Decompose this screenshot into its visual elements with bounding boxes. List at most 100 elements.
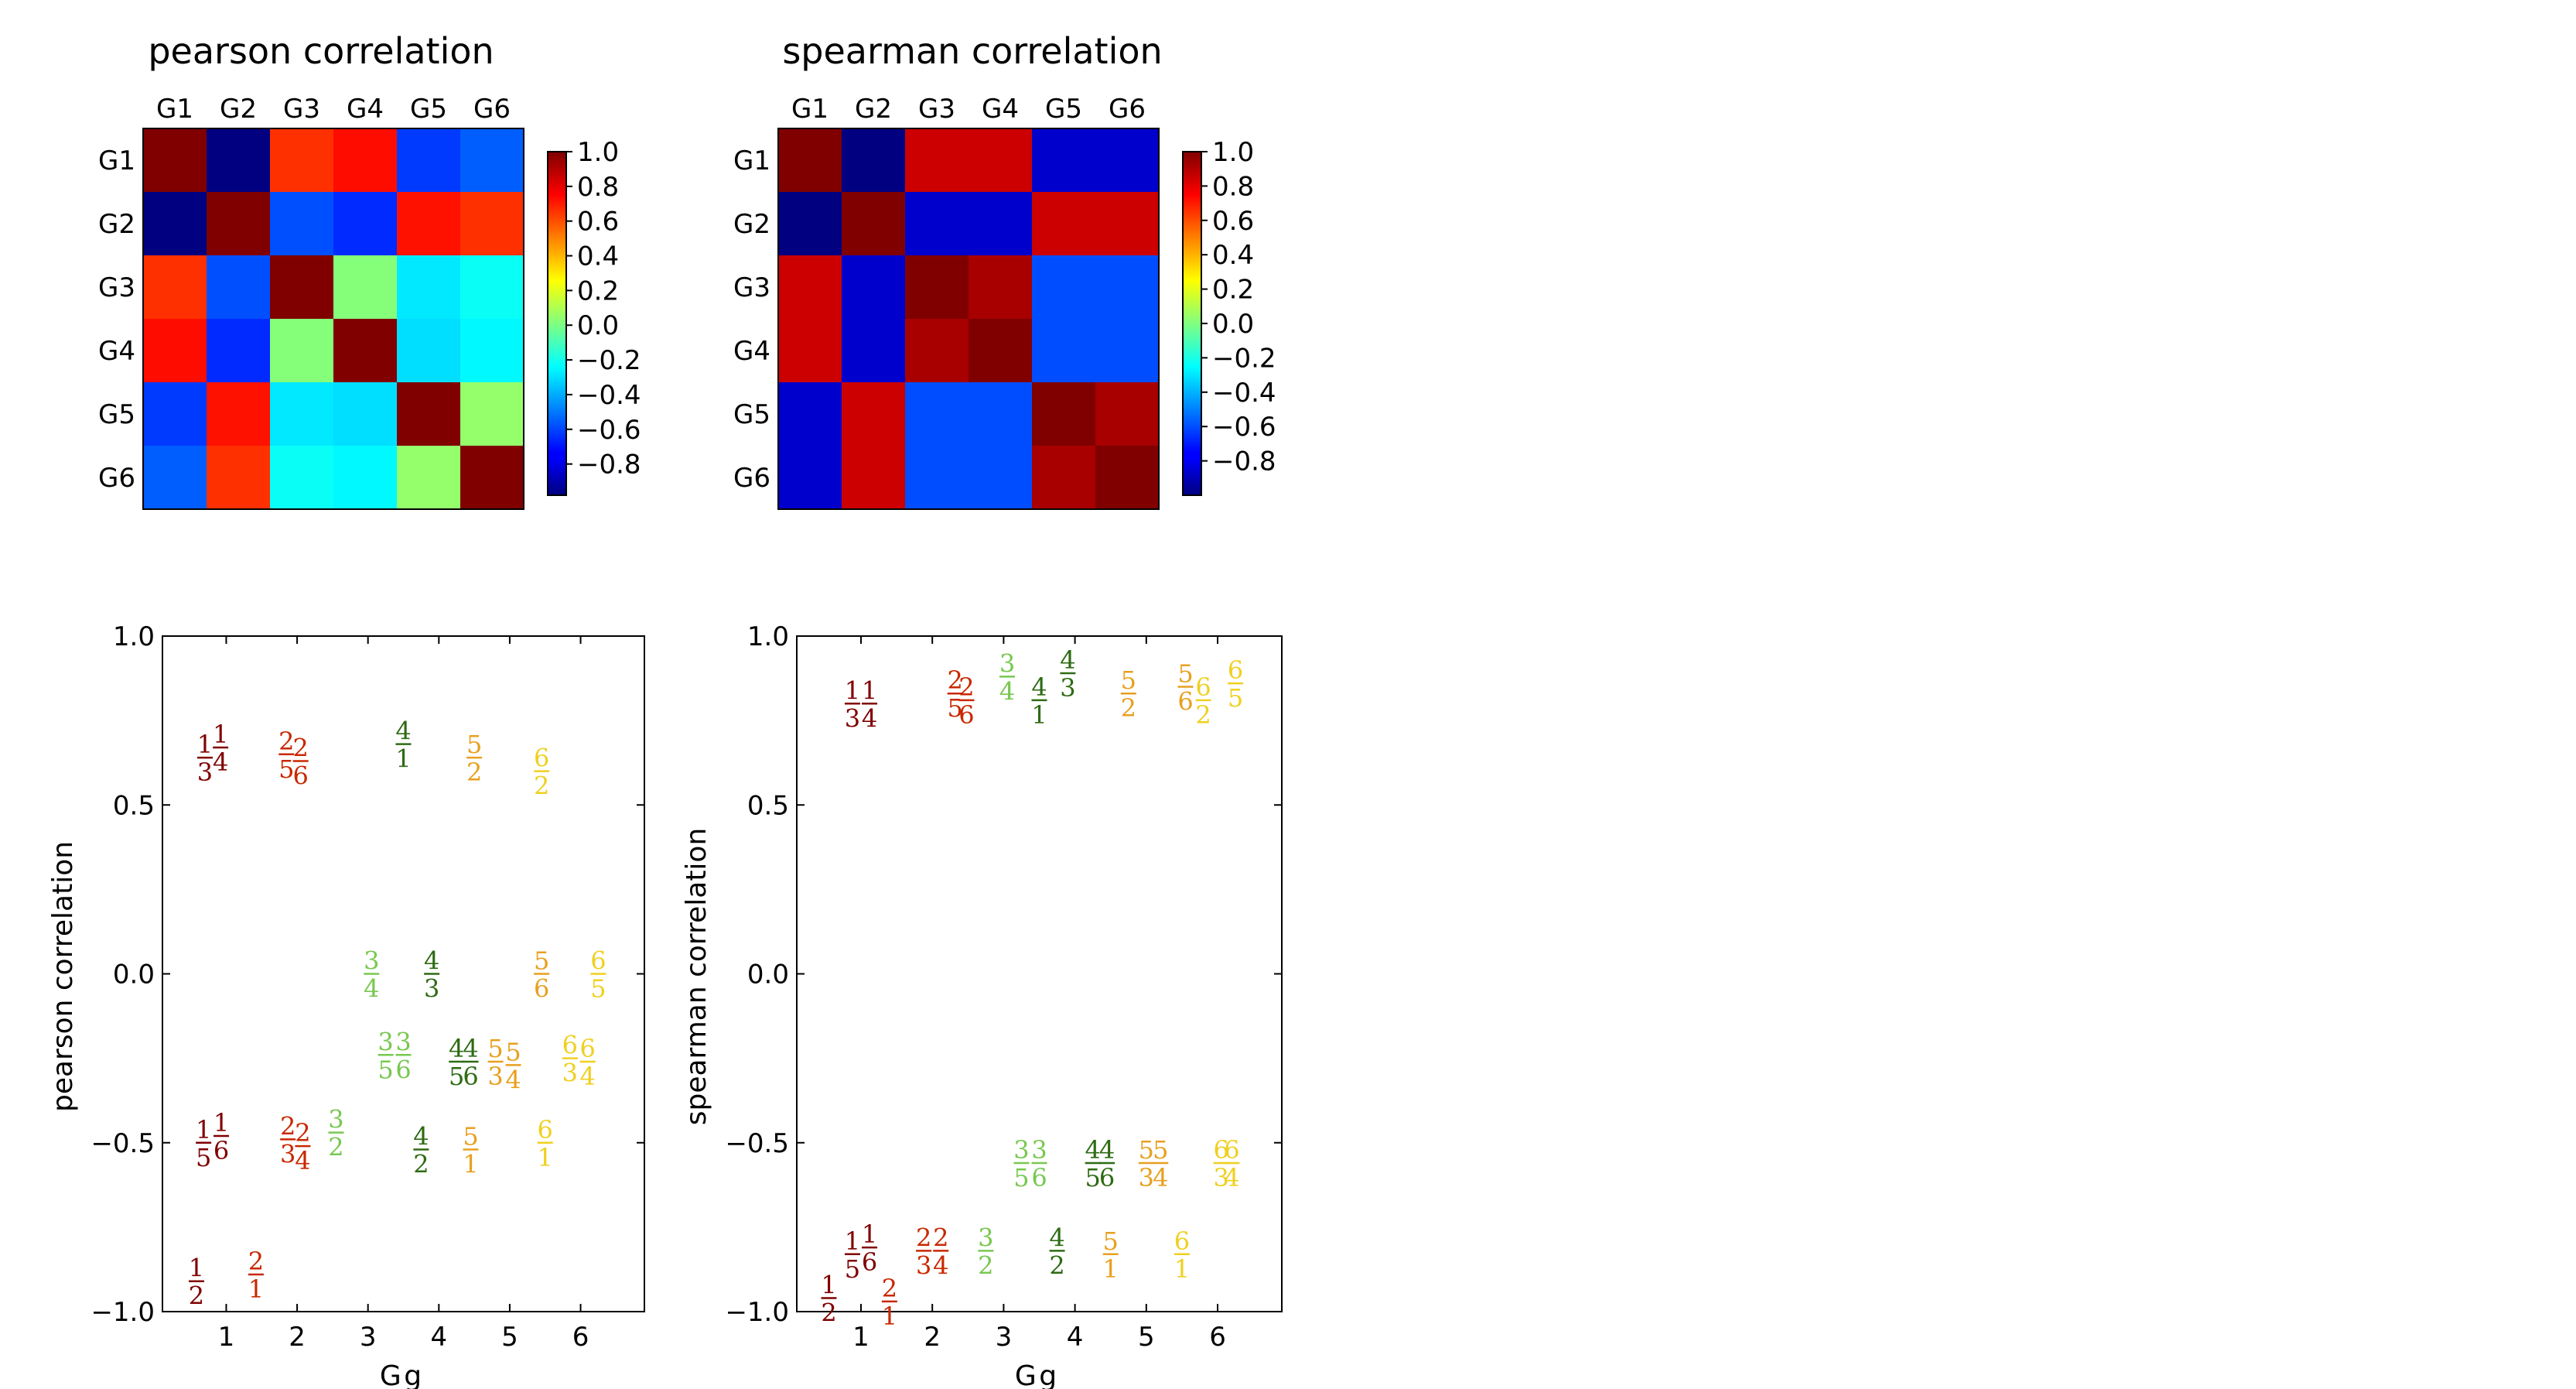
fraction-marker: 36 (1031, 1135, 1047, 1192)
fraction-numerator: 6 (1228, 655, 1243, 685)
fraction-denominator: 4 (580, 1062, 596, 1091)
fraction-numerator: 4 (463, 1034, 478, 1063)
y-tick-label: −1.0 (725, 1297, 789, 1328)
x-tick-label: 3 (996, 1322, 1013, 1353)
fraction-numerator: 4 (1031, 672, 1047, 702)
fraction-numerator: 1 (845, 676, 860, 705)
fraction-numerator: 1 (845, 1226, 860, 1256)
heatmap-cell-G5-G4 (969, 382, 1033, 446)
heatmap-cell-G1-G2 (842, 128, 906, 193)
fraction-denominator: 1 (1031, 700, 1047, 730)
fraction-marker: 34 (364, 946, 379, 1004)
fraction-numerator: 6 (1224, 1135, 1239, 1165)
fraction-marker: 15 (845, 1226, 860, 1284)
fraction-marker: 14 (213, 720, 228, 777)
pearson-scatter-xlabel: G g (380, 1360, 422, 1389)
fraction-denominator: 2 (1195, 700, 1211, 730)
fraction-denominator: 6 (1099, 1163, 1115, 1192)
pearson-colorbar: 1.0 0.8 0.60.40.2 0.0 −0.2 −0.4 −0.6 −0.8 (547, 137, 641, 496)
fraction-numerator: 3 (395, 1027, 411, 1056)
fraction-numerator: 2 (295, 1118, 310, 1148)
heatmap-col-label: G4 (982, 94, 1019, 125)
heatmap-row-label: G1 (733, 145, 770, 176)
fraction-numerator: 2 (248, 1247, 264, 1276)
fraction-numerator: 5 (1177, 659, 1193, 688)
heatmap-cell-G1-G4 (969, 128, 1033, 193)
y-tick-label: 1.0 (747, 621, 789, 652)
fraction-marker: 62 (534, 744, 549, 801)
fraction-marker: 25 (278, 727, 294, 784)
fraction-marker: 13 (845, 676, 860, 733)
fraction-denominator: 5 (845, 1254, 860, 1284)
fraction-denominator: 2 (466, 758, 482, 787)
fraction-numerator: 5 (1121, 665, 1136, 695)
heatmap-cell-G2-G3 (270, 192, 334, 256)
fraction-denominator: 1 (538, 1143, 553, 1172)
spearman-heatmap-title: spearman correlation (782, 30, 1162, 72)
colorbar-tick-label: 0.2 (577, 275, 619, 306)
fraction-denominator: 5 (196, 1143, 211, 1172)
fraction-numerator: 4 (395, 717, 411, 746)
heatmap-row-label: G6 (733, 463, 770, 494)
fraction-denominator: 3 (1060, 673, 1075, 703)
y-tick-label: 0.5 (747, 790, 789, 821)
heatmap-cell-G4-G1 (778, 319, 842, 383)
pearson-scatter-panel: 1 2 3 4 5 61.00.50.0−0.5−1.013141516122125262… (47, 621, 645, 1389)
colorbar-tick-label: −0.4 (1212, 378, 1276, 409)
fraction-marker: 42 (1049, 1223, 1064, 1280)
x-tick-label: 3 (360, 1322, 377, 1353)
x-tick-label: 1 (852, 1322, 869, 1353)
heatmap-cell-G5-G3 (905, 382, 969, 446)
heatmap-cell-G4-G5 (1032, 319, 1096, 383)
heatmap-row-label: G2 (98, 209, 135, 240)
fraction-denominator: 4 (505, 1065, 521, 1094)
fraction-denominator: 6 (395, 1055, 411, 1084)
fraction-numerator: 3 (978, 1223, 993, 1252)
spearman-scatter-plot: 1 2 3 4 5 61.00.50.0−0.5−1.013141516122125262… (725, 621, 1283, 1353)
heatmap-col-label: G1 (156, 94, 193, 125)
heatmap-col-label: G1 (791, 94, 828, 125)
heatmap-row-label: G5 (98, 399, 135, 430)
heatmap-cell-G6-G5 (397, 446, 461, 510)
heatmap-row-label: G4 (733, 336, 770, 367)
fraction-marker: 26 (958, 672, 974, 730)
fraction-denominator: 3 (487, 1062, 503, 1091)
fraction-numerator: 5 (466, 730, 482, 759)
fraction-numerator: 2 (948, 665, 963, 695)
heatmap-cell-G4-G1 (143, 319, 207, 383)
heatmap-col-label: G6 (473, 94, 511, 125)
heatmap-cell-G2-G4 (333, 192, 398, 256)
heatmap-frame (142, 128, 524, 510)
fraction-numerator: 5 (1153, 1135, 1168, 1165)
fraction-denominator: 5 (278, 754, 294, 784)
y-tick-label: 0.5 (113, 790, 155, 821)
heatmap-cell-G6-G3 (270, 446, 334, 510)
heatmap-cell-G6-G4 (333, 446, 398, 510)
fraction-marker: 54 (505, 1037, 521, 1094)
heatmap-cell-G1-G4 (333, 128, 398, 193)
fraction-marker: 53 (487, 1034, 503, 1091)
fraction-numerator: 2 (882, 1274, 897, 1303)
x-tick-label: 4 (430, 1322, 447, 1353)
heatmap-cell-G2-G1 (778, 192, 842, 256)
heatmap-row-label: G3 (733, 272, 770, 303)
x-tick-label: 6 (572, 1322, 589, 1353)
fraction-numerator: 4 (1060, 645, 1075, 675)
colorbar-tick-label: −0.2 (1212, 343, 1276, 374)
fraction-numerator: 2 (916, 1223, 931, 1252)
fraction-denominator: 3 (424, 974, 439, 1004)
fraction-denominator: 2 (413, 1149, 429, 1179)
fraction-marker: 12 (189, 1254, 204, 1311)
heatmap-cell-G4-G3 (270, 319, 334, 383)
fraction-marker: 32 (328, 1105, 343, 1162)
colorbar-tick-label: 0.4 (1212, 240, 1254, 271)
fraction-marker: 61 (538, 1115, 553, 1172)
fraction-marker: 43 (1060, 645, 1075, 703)
fraction-marker: 65 (1228, 655, 1243, 713)
fraction-denominator: 3 (197, 758, 213, 787)
fraction-denominator: 2 (189, 1281, 204, 1311)
fraction-marker: 15 (196, 1115, 211, 1172)
heatmap-cell-G6-G6 (1095, 446, 1160, 510)
spearman-scatter-panel: 1 2 3 4 5 61.00.50.0−0.5−1.013141516122125262… (681, 621, 1283, 1389)
